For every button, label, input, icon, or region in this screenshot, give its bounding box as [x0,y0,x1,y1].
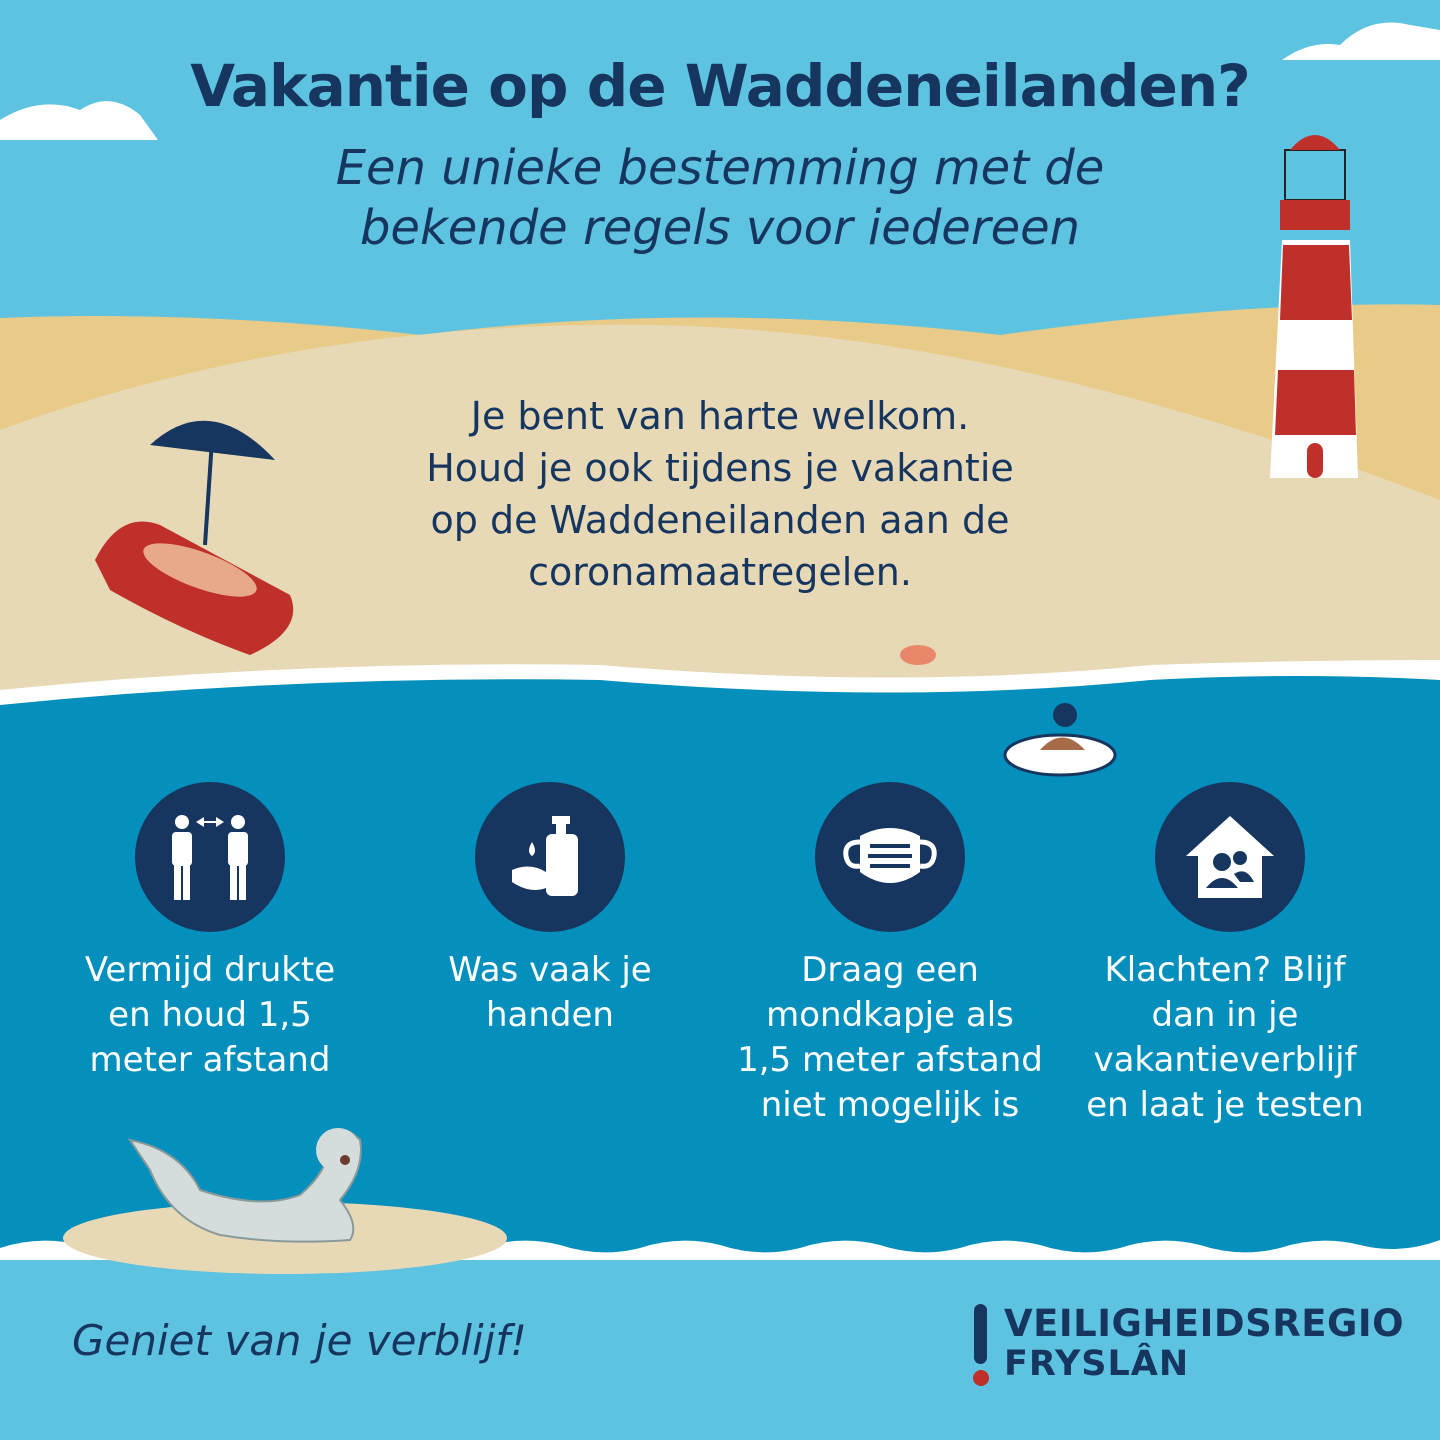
cloud-left [0,101,158,140]
rule-line: dan in je [1151,995,1299,1035]
welcome-message: Je bent van harte welkom. Houd je ook ti… [370,390,1070,598]
sea [0,676,1440,1253]
rule-line: Draag een [801,950,979,990]
sand [0,324,1440,700]
welcome-line: op de Waddeneilanden aan de [430,498,1010,542]
house-people-icon [1155,782,1305,932]
welcome-line: Je bent van harte welkom. [470,394,970,438]
cloud-right [1282,22,1440,60]
hand-wash-icon [475,782,625,932]
rule-line: Klachten? Blijf [1104,950,1346,990]
rule-line: Was vaak je [448,950,652,990]
logo-exclamation-bar [974,1304,987,1364]
rule-distance-text: Vermijd drukte en houd 1,5 meter afstand [45,948,375,1083]
seal-illustration [127,1128,362,1243]
rule-line: Vermijd drukte [84,950,336,990]
rule-line: mondkapje als [766,995,1014,1035]
face-mask-icon [815,782,965,932]
footer-tagline: Geniet van je verblijf! [72,1316,528,1365]
subtitle-line-2: bekende regels voor iedereen [359,200,1081,256]
welcome-line: Houd je ook tijdens je vakantie [426,446,1014,490]
rule-line: niet mogelijk is [760,1085,1020,1125]
logo-line-1: VEILIGHEIDSREGIO [1004,1302,1405,1345]
lighthouse-illustration [1270,135,1358,478]
rule-handwash-text: Was vaak je handen [385,948,715,1038]
subtitle-line-1: Een unieke bestemming met de [335,140,1105,196]
rule-line: en houd 1,5 [108,995,312,1035]
rule-line: handen [486,995,614,1035]
logo-exclamation-dot [973,1370,989,1386]
rule-line: en laat je testen [1086,1085,1364,1125]
welcome-line: coronamaatregelen. [528,550,912,594]
social-distance-icon [135,782,285,932]
rule-line: meter afstand [89,1040,331,1080]
rule-line: vakantieverblijf [1093,1040,1357,1080]
rule-line: 1,5 meter afstand [737,1040,1043,1080]
rule-symptoms-text: Klachten? Blijf dan in je vakantieverbli… [1060,948,1390,1128]
swimmer-illustration [1003,703,1117,777]
page-title: Vakantie op de Waddeneilanden? [190,52,1251,120]
sunbather-illustration [95,420,294,655]
logo-line-2: FRYSLÂN [1004,1344,1190,1384]
crab-illustration [900,645,936,665]
rule-mask-text: Draag een mondkapje als 1,5 meter afstan… [725,948,1055,1128]
